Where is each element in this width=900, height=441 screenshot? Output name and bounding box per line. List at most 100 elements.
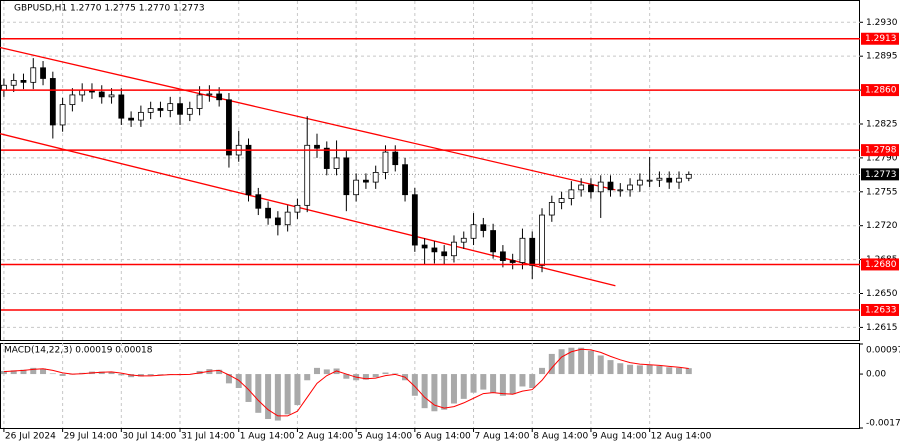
x-tick-label: 1 Aug 14:00 bbox=[240, 432, 295, 441]
macd-bar bbox=[157, 374, 164, 375]
y-tick-label: 1.2650 bbox=[866, 289, 898, 299]
macd-panel-border bbox=[0, 343, 860, 429]
level-label-box bbox=[861, 258, 899, 271]
macd-bar bbox=[392, 373, 399, 375]
candle-body bbox=[402, 164, 408, 196]
macd-bar bbox=[98, 371, 105, 375]
x-tick-label: 26 Jul 2024 bbox=[5, 432, 56, 441]
macd-bar bbox=[40, 368, 47, 375]
y-tick-label: 1.2895 bbox=[866, 52, 898, 62]
macd-bar bbox=[255, 374, 262, 413]
candle-body bbox=[69, 94, 76, 106]
candle-body bbox=[108, 94, 115, 98]
candle-body bbox=[470, 224, 477, 239]
x-tick-label: 9 Aug 14:00 bbox=[592, 432, 647, 441]
macd-bar bbox=[548, 353, 555, 375]
x-tick-label: 7 Aug 14:00 bbox=[475, 432, 530, 441]
macd-bar bbox=[509, 374, 516, 395]
y-tick-label: 1.2825 bbox=[866, 119, 898, 129]
candle-body bbox=[607, 181, 614, 191]
macd-bar bbox=[617, 363, 624, 375]
candle-body bbox=[509, 260, 516, 263]
y-tick-label: 1.2615 bbox=[866, 323, 898, 333]
macd-bar bbox=[587, 350, 594, 375]
macd-bar bbox=[372, 374, 379, 378]
macd-bar bbox=[59, 374, 66, 376]
macd-header: MACD(14,22,3) 0.00019 0.00018 bbox=[4, 346, 153, 356]
macd-bar bbox=[265, 374, 272, 420]
macd-bar bbox=[636, 365, 643, 375]
candle-body bbox=[666, 177, 673, 183]
macd-bar bbox=[49, 373, 56, 375]
candle-body bbox=[578, 184, 585, 191]
macd-bar bbox=[323, 369, 330, 375]
macd-bar bbox=[499, 374, 506, 396]
candle-body bbox=[421, 244, 428, 249]
macd-bar bbox=[30, 367, 37, 375]
candle-body bbox=[255, 194, 262, 209]
candle-body bbox=[333, 157, 340, 169]
candle-body bbox=[441, 251, 448, 257]
macd-y-tick-label: 0.00097 bbox=[866, 346, 900, 356]
candle-body bbox=[30, 67, 37, 83]
candle-body bbox=[597, 181, 604, 193]
macd-bar bbox=[646, 364, 653, 375]
x-tick-label: 6 Aug 14:00 bbox=[416, 432, 471, 441]
macd-bar bbox=[627, 364, 634, 375]
candle-body bbox=[363, 179, 369, 183]
candle-body bbox=[588, 184, 594, 193]
x-tick-label: 8 Aug 14:00 bbox=[533, 432, 588, 441]
level-label: 1.2680 bbox=[865, 260, 897, 270]
macd-bar bbox=[382, 372, 389, 375]
macd-bar bbox=[225, 374, 232, 384]
macd-bar bbox=[607, 360, 614, 375]
candle-body bbox=[353, 179, 360, 196]
candle-body bbox=[314, 144, 320, 149]
candle-body bbox=[539, 214, 545, 266]
current-price-label: 1.2773 bbox=[865, 170, 897, 180]
level-label-box bbox=[861, 303, 899, 316]
candle-body bbox=[294, 204, 301, 213]
candle-body bbox=[20, 79, 27, 83]
candle-body bbox=[499, 251, 506, 261]
macd-bar bbox=[675, 367, 682, 375]
candle-body bbox=[10, 79, 17, 86]
candle-body bbox=[451, 241, 457, 257]
candle-body bbox=[480, 224, 487, 231]
candle-body bbox=[59, 104, 66, 126]
candle-body bbox=[196, 94, 203, 109]
candle-body bbox=[627, 184, 633, 191]
x-tick-label: 30 Jul 14:00 bbox=[122, 432, 176, 441]
macd-bar bbox=[20, 369, 27, 375]
candle-body bbox=[460, 237, 467, 243]
x-tick-label: 5 Aug 14:00 bbox=[357, 432, 412, 441]
macd-bar bbox=[470, 374, 477, 393]
macd-bar bbox=[0, 370, 7, 375]
macd-y-tick-label: -0.00174 bbox=[866, 419, 900, 429]
macd-bar bbox=[480, 374, 487, 390]
candle-body bbox=[284, 211, 291, 226]
x-tick-label: 29 Jul 14:00 bbox=[64, 432, 118, 441]
level-label: 1.2633 bbox=[865, 305, 897, 315]
candle-body bbox=[304, 144, 311, 206]
candle-body bbox=[392, 151, 399, 166]
current-price-box bbox=[861, 168, 899, 181]
candle-body bbox=[157, 108, 164, 111]
y-tick-label: 1.2755 bbox=[866, 187, 898, 197]
candle-body bbox=[226, 99, 232, 156]
macd-bar bbox=[235, 374, 242, 389]
candle-body bbox=[245, 144, 252, 196]
candle-body bbox=[206, 93, 213, 96]
candle-body bbox=[676, 177, 682, 183]
macd-bar bbox=[460, 374, 467, 399]
level-label-box bbox=[861, 144, 899, 157]
macd-bar bbox=[529, 374, 536, 389]
macd-bar bbox=[441, 374, 448, 410]
main-panel-border bbox=[0, 0, 860, 341]
macd-bar bbox=[490, 374, 497, 393]
candle-body bbox=[186, 108, 193, 115]
macd-bar bbox=[362, 374, 369, 380]
level-label: 1.2913 bbox=[865, 34, 897, 44]
candle-body bbox=[685, 173, 692, 179]
